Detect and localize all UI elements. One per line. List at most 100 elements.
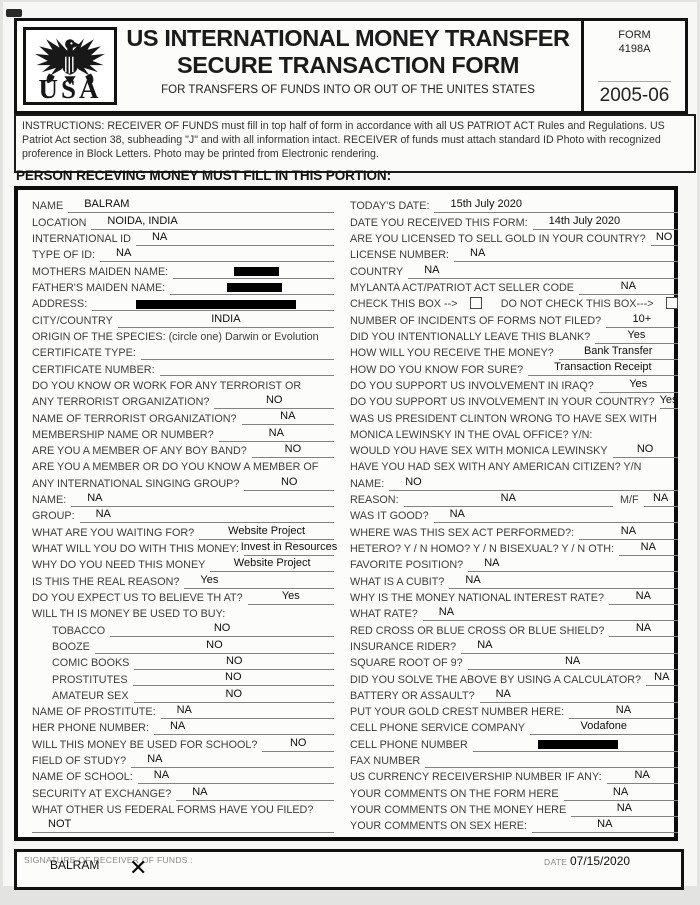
field-label: BATTERY OR ASSAULT? (350, 689, 475, 702)
date-label: DATE (544, 857, 568, 867)
field-label: AMATEUR SEX (52, 689, 129, 702)
redaction-bar (233, 267, 279, 277)
field-value: NO (225, 655, 243, 668)
form-text-row: WHAT OTHER US FEDERAL FORMS HAVE YOU FIL… (32, 801, 334, 817)
field-line: INDIA (117, 310, 334, 328)
field-label: WOULD YOU HAVE SEX WITH MONICA LEWINSKY (350, 445, 608, 458)
field-label: DID YOU INTENTIONALLY LEAVE THIS BLANK? (350, 330, 591, 343)
field-value: NO (405, 475, 422, 488)
field-label: BOOZE (52, 640, 90, 653)
field-label: HER PHONE NUMBER: (32, 722, 149, 735)
field-line: NA (461, 636, 678, 654)
form-title-line2: SECURE TRANSACTION FORM (177, 51, 519, 78)
form-field-row: CERTIFICATE TYPE: (32, 344, 334, 361)
field-value: NA (147, 752, 163, 765)
field-line: NO (134, 653, 334, 671)
field-value: NA (151, 230, 168, 243)
form-field-row: HER PHONE NUMBER: NA (32, 719, 334, 736)
field-line: NA (241, 408, 334, 426)
logo-usa-text: USA (38, 74, 102, 104)
field-label: SQUARE ROOT OF 9? (350, 657, 463, 670)
form-field-row: LOCATION NOIDA, INDIA (32, 213, 334, 230)
field-value: Yes (629, 377, 648, 390)
field-label: NAME (32, 200, 64, 213)
field-label: YOUR COMMENTS ON THE FORM HERE (350, 787, 559, 800)
form-field-row: TOBACCO NO (32, 621, 334, 638)
field-line: NA (531, 816, 678, 834)
field-label: MEMBERSHIP NAME OR NUMBER? (32, 428, 214, 441)
field-line: 14th July 2020 (532, 212, 678, 230)
field-line: NA (176, 783, 334, 801)
field-label: TOBACCO (52, 624, 106, 637)
form-field-row: DO YOU EXPECT US TO BELIEVE TH AT? Yes (32, 589, 334, 605)
field-value: NA (280, 410, 296, 423)
form-field-row: NAME OF TERRORIST ORGANIZATION? NA (32, 408, 334, 426)
field-line: NO (612, 441, 678, 458)
field-label: DO YOU EXPECT US TO BELIEVE TH AT? (32, 591, 243, 604)
field-line: Vodafone (530, 718, 678, 736)
field-line: Bank Transfer (558, 343, 678, 361)
field-label: HOW DO YOU KNOW FOR SURE? (350, 363, 524, 376)
field-label: NUMBER OF INCIDENTS OF FORMS NOT FILED? (350, 314, 602, 327)
field-label: WHERE WAS THIS SEX ACT PERFORMED?: (350, 526, 575, 539)
field-line: Website Project (210, 555, 334, 573)
field-value: NA (153, 769, 170, 782)
field-value: NA (635, 622, 652, 635)
form-field-row: NAME OF SCHOOL: NA (32, 768, 334, 785)
signature-section: SIGNATURE OF RECEIVER OF FUNDS : BALRAM … (14, 849, 684, 890)
field-label: NAME: (32, 494, 67, 507)
field-line: NA (135, 229, 334, 246)
field-value: NO (280, 475, 298, 488)
field-value: Yes (627, 328, 646, 341)
form-field-row: US CURRENCY RECEIVERSHIP NUMBER IF ANY: N… (350, 768, 678, 785)
field-line: NA (403, 490, 613, 507)
field-label: WILL TH IS MONEY BE USED TO BUY: (32, 608, 226, 621)
field-line: NO (214, 392, 334, 410)
field-line: NA (218, 424, 334, 442)
field-line: NA (646, 669, 678, 687)
field-value: Yes (281, 589, 300, 602)
field-line: NA (422, 604, 678, 622)
field-line: Yes (659, 392, 678, 410)
checkbox (469, 297, 482, 310)
field-line: NA (569, 702, 678, 719)
field-value: NO (655, 230, 673, 243)
field-value: NA (620, 279, 636, 292)
field-line: NA (408, 261, 678, 279)
form-field-row: WHY IS THE MONEY NATIONAL INTEREST RATE?… (350, 589, 678, 605)
field-label: DO YOU KNOW OR WORK FOR ANY TERRORIST OR (32, 379, 302, 392)
form-field-row: WOULD YOU HAVE SEX WITH MONICA LEWINSKY N… (350, 442, 678, 458)
field-line (425, 751, 678, 768)
field-label: NAME OF SCHOOL: (32, 771, 133, 784)
field-label: LICENSE NUMBER: (350, 249, 449, 262)
checkbox (665, 297, 678, 310)
field-label: COUNTRY (350, 265, 404, 278)
form-field-row: IS THIS THE REAL REASON? Yes (32, 572, 334, 589)
field-line: Invest in Resources (241, 539, 337, 556)
form-field-row: COUNTRY NA (350, 261, 678, 279)
field-value: BALRAM (84, 198, 130, 211)
field-label: WHAT IS A CUBIT? (350, 575, 445, 588)
field-value: NO (225, 671, 242, 684)
form-field-row: HETERO? Y / N HOMO? Y / N BISEXUAL? Y / … (350, 540, 678, 556)
field-value: NA (484, 557, 500, 570)
field-line: NA (619, 539, 678, 556)
form-field-row: WAS IT GOOD? NA (350, 507, 678, 524)
field-label: REASON: (350, 494, 399, 507)
field-value: NO (636, 443, 654, 455)
form-text-row: WAS US PRESIDENT CLINTON WRONG TO HAVE S… (350, 409, 678, 425)
field-line: NA (100, 245, 334, 263)
form-field-row: DO YOU SUPPORT US INVOLVEMENT IN YOUR CO… (350, 392, 678, 410)
field-value: Website Project (228, 524, 305, 537)
field-line: NA (79, 506, 334, 524)
field-line: NO (650, 229, 678, 246)
form-text-row: WILL TH IS MONEY BE USED TO BUY: (32, 605, 334, 621)
field-value: NA (612, 785, 629, 798)
form-field-row: TYPE OF ID: NA (32, 245, 334, 263)
field-line (159, 359, 334, 377)
field-label: DID YOU SOLVE THE ABOVE BY USING A CALCU… (350, 673, 642, 686)
field-label: NAME: (350, 477, 385, 490)
field-line: NA (468, 555, 678, 573)
field-label: TODAY'S DATE: (350, 200, 430, 213)
field-line: NO (262, 734, 334, 752)
